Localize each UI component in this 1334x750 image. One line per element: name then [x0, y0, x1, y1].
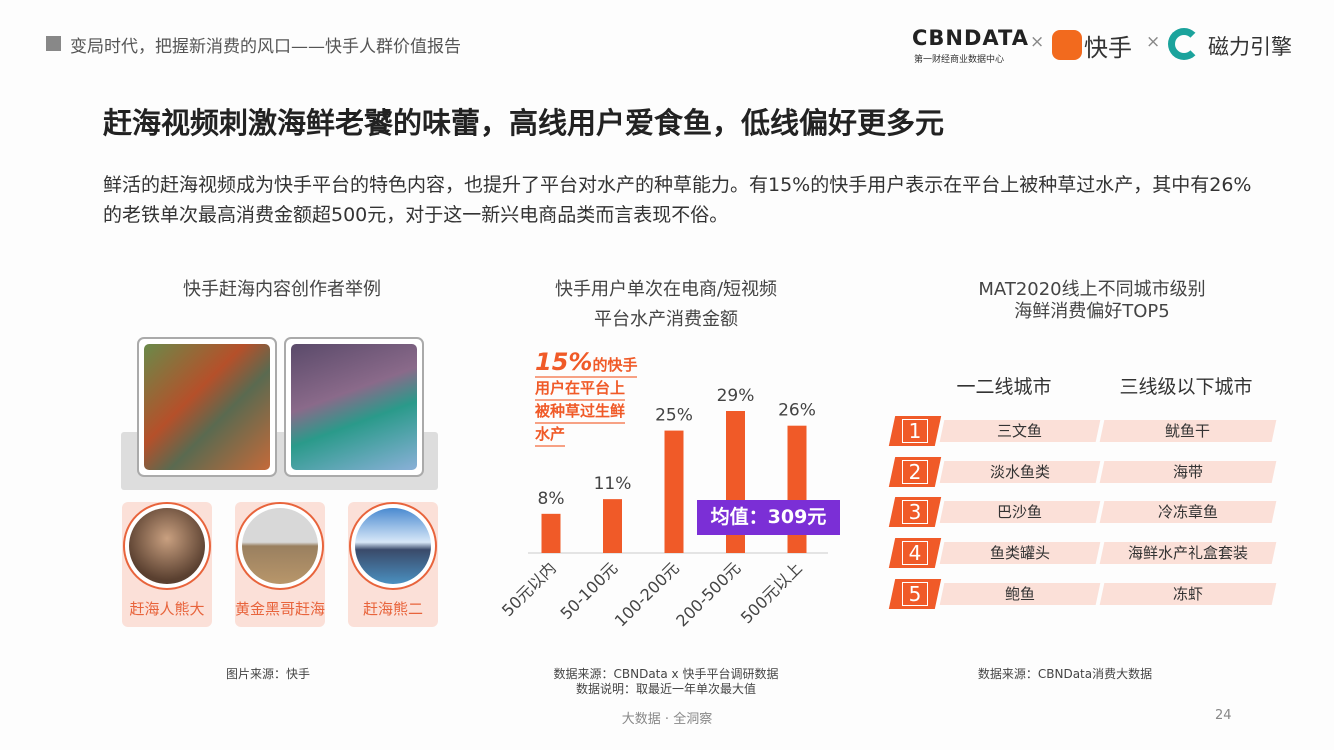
- category-label: 50-100元: [556, 558, 621, 623]
- page-number: 24: [1215, 708, 1232, 723]
- creator-avatar: [123, 502, 211, 590]
- tier3-item: 冷冻章鱼: [1099, 501, 1277, 524]
- tier12-item: 淡水鱼类: [939, 460, 1101, 483]
- bar: [603, 499, 622, 553]
- anno-percent: 15%: [535, 348, 593, 376]
- anno-line: 被种草过生鲜: [535, 401, 626, 424]
- category-label: 100-200元: [611, 558, 683, 630]
- right-source: 数据来源：CBNData消费大数据: [977, 667, 1153, 681]
- rank-number: 3: [902, 500, 928, 525]
- tier12-item: 三文鱼: [939, 420, 1101, 442]
- item-label: 海带: [1172, 462, 1203, 481]
- footer-tagline: 大数据 · 全洞察: [621, 712, 713, 727]
- rank-number: 4: [902, 541, 928, 566]
- category-label: 50元以内: [498, 558, 560, 620]
- chart-note: 数据说明：取最近一年单次最大值: [575, 682, 756, 696]
- tier12-item: 鱼类罐头: [939, 542, 1101, 565]
- creator-name: 黄金黑哥赶海: [234, 600, 325, 618]
- creator-name: 赶海人熊大: [129, 600, 205, 618]
- bar-value-label: 26%: [778, 401, 816, 421]
- item-label: 海鲜水产礼盒套装: [1127, 544, 1248, 563]
- category-label: 200-500元: [672, 558, 744, 630]
- right-title-line1: MAT2020线上不同城市级别: [978, 279, 1206, 300]
- item-label: 鱿鱼干: [1165, 422, 1211, 440]
- tier3-item: 海带: [1099, 460, 1277, 483]
- item-label: 冷冻章鱼: [1157, 503, 1218, 522]
- bar-value-label: 8%: [538, 489, 565, 509]
- anno-line: 用户在平台上: [535, 378, 626, 401]
- rank-badge: 1: [888, 416, 942, 446]
- bar-value-label: 25%: [655, 406, 693, 426]
- jellyfish-photo: [284, 337, 424, 477]
- tier3-item: 鱿鱼干: [1099, 420, 1277, 442]
- cbndata-logo-sub: 第一财经商业数据中心: [914, 55, 1005, 65]
- cbndata-logo: CBNDATA: [912, 26, 1029, 50]
- item-label: 三文鱼: [997, 422, 1043, 440]
- creator-name: 赶海熊二: [362, 600, 423, 618]
- right-title-line2: 海鲜消费偏好TOP5: [1014, 301, 1170, 322]
- left-section-title: 快手赶海内容创作者举例: [183, 279, 381, 300]
- cili-logo-text: 磁力引擎: [1208, 35, 1292, 59]
- tier12-item: 鲍鱼: [939, 582, 1101, 605]
- report-title: 变局时代，把握新消费的风口——快手人群价值报告: [70, 37, 461, 57]
- slide-title: 赶海视频刺激海鲜老饕的味蕾，高线用户爱食鱼，低线偏好更多元: [103, 106, 945, 140]
- item-label: 冻虾: [1172, 584, 1203, 603]
- cili-logo-icon: [1168, 28, 1200, 60]
- creator-card: 赶海熊二: [348, 502, 438, 627]
- rank-badge: 4: [888, 538, 942, 569]
- bar-chart: 8% 50元以内 11% 50-100元 25% 100-200元 29% 200-500元 2…: [498, 386, 828, 630]
- rank-badge: 2: [888, 456, 942, 487]
- times-sign: ×: [1030, 32, 1045, 52]
- creator-card: 黄金黑哥赶海: [235, 502, 325, 627]
- chart-source: 数据来源：CBNData x 快手平台调研数据: [553, 667, 779, 681]
- left-source: 图片来源：快手: [225, 667, 310, 681]
- item-label: 巴沙鱼: [997, 503, 1043, 522]
- bar: [541, 513, 561, 553]
- kuaishou-logo-icon: [1052, 30, 1082, 60]
- rank-badge: 3: [888, 497, 942, 528]
- rank-badge: 5: [888, 578, 942, 609]
- tier3-item: 冻虾: [1099, 582, 1277, 605]
- bar-value-label: 11%: [594, 474, 632, 494]
- chart-annotation: 15%的快手 用户在平台上 被种草过生鲜 水产: [535, 350, 638, 447]
- kuaishou-logo-text: 快手: [1084, 34, 1132, 62]
- chart-title-line1: 快手用户单次在电商/短视频: [554, 279, 778, 300]
- creator-avatar: [349, 502, 437, 590]
- item-label: 鱼类罐头: [989, 544, 1050, 563]
- creator-card: 赶海人熊大: [122, 502, 212, 627]
- seafood-collage-photo: [137, 337, 277, 477]
- tier12-item: 巴沙鱼: [939, 501, 1101, 524]
- bar-value-label: 29%: [717, 386, 755, 406]
- item-label: 淡水鱼类: [989, 462, 1050, 481]
- chart-title-line2: 平台水产消费金额: [594, 309, 738, 330]
- header-square-icon: [46, 36, 61, 51]
- item-label: 鲍鱼: [1004, 584, 1035, 603]
- column-header-tier3: 三线级以下城市: [1119, 376, 1253, 398]
- rank-number: 2: [902, 459, 928, 484]
- average-badge: 均值：309元: [697, 500, 840, 535]
- category-label: 500元以上: [737, 558, 806, 627]
- rank-number: 5: [902, 581, 928, 606]
- rank-number: 1: [902, 419, 928, 443]
- anno-line: 的快手: [592, 356, 638, 374]
- slide-paragraph: 鲜活的赶海视频成为快手平台的特色内容，也提升了平台对水产的种草能力。有15%的快…: [103, 174, 1252, 226]
- anno-line: 水产: [535, 424, 566, 447]
- tier3-item: 海鲜水产礼盒套装: [1099, 542, 1277, 565]
- column-header-tier12: 一二线城市: [956, 376, 1052, 398]
- times-sign: ×: [1146, 32, 1161, 52]
- creator-avatar: [236, 502, 324, 590]
- bar: [664, 430, 684, 553]
